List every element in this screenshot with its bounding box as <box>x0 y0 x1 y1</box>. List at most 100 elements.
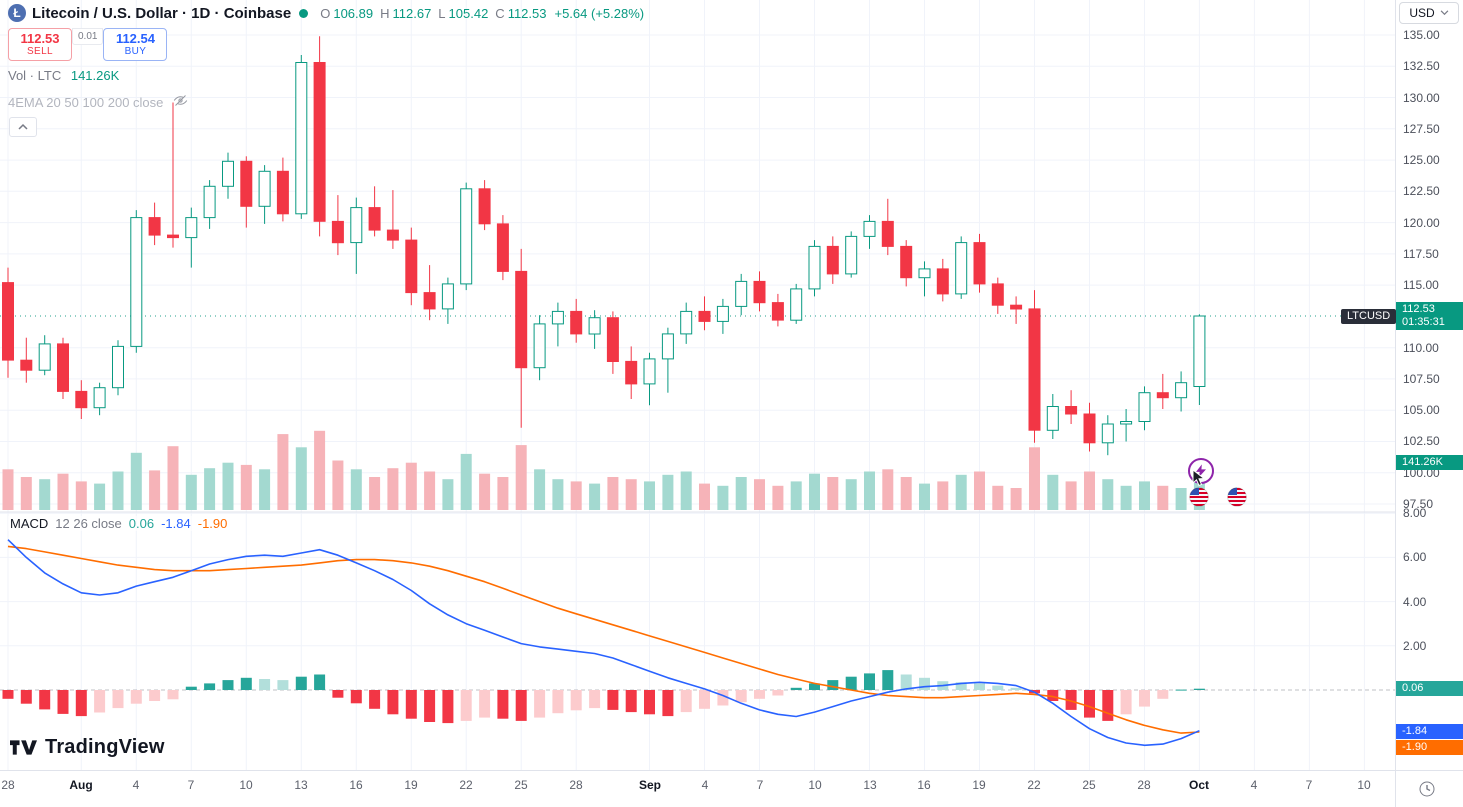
buy-price: 112.54 <box>115 31 155 46</box>
change-value: +5.64 (+5.28%) <box>554 5 645 21</box>
time-axis-label: 16 <box>917 778 931 792</box>
price-tick-label: 117.50 <box>1403 247 1439 261</box>
time-axis-label: Sep <box>638 778 662 792</box>
macd-signal-value: -1.90 <box>197 516 228 531</box>
symbol-tag: LTCUSD <box>1341 309 1397 324</box>
macd-hist-badge: 0.06 <box>1396 681 1463 696</box>
macd-signal-line <box>7 545 1200 734</box>
time-axis-label: 10 <box>239 778 253 792</box>
price-tick-label: 122.50 <box>1403 184 1440 198</box>
time-axis-label: 22 <box>1027 778 1041 792</box>
tradingview-logo-text: TradingView <box>45 736 165 758</box>
time-axis-label: 19 <box>972 778 986 792</box>
price-tick-label: 110.00 <box>1403 341 1439 355</box>
volume-bars <box>2 430 1205 510</box>
time-axis[interactable]: 28 Aug 4 7 10 13 16 19 22 25 28 Sep 4 7 10 13 16 19 22 25 28… <box>0 770 1463 807</box>
time-axis-label: 7 <box>187 778 195 792</box>
time-axis-label: 10 <box>808 778 822 792</box>
macd-tick-label: 2.00 <box>1403 639 1427 653</box>
open-label: O <box>320 5 331 21</box>
time-axis-label: 25 <box>1082 778 1096 792</box>
price-tick-label: 120.00 <box>1403 216 1440 230</box>
time-axis-label: 16 <box>349 778 363 792</box>
macd-line-value: -1.84 <box>161 516 191 531</box>
spread-value: 0.01 <box>72 28 104 45</box>
macd-histogram <box>2 670 1205 724</box>
price-tick-label: 115.00 <box>1403 278 1439 292</box>
macd-legend[interactable]: MACD 12 26 close 0.06 -1.84 -1.90 <box>8 516 230 531</box>
us-flag-sticker[interactable] <box>1189 487 1209 507</box>
time-axis-label: 25 <box>514 778 528 792</box>
time-axis-label: 22 <box>459 778 473 792</box>
open-value: 106.89 <box>333 5 374 21</box>
chevron-down-icon <box>1440 10 1449 16</box>
price-tick-label: 125.00 <box>1403 153 1440 167</box>
time-axis-label: Oct <box>1188 778 1210 792</box>
time-axis-label: 4 <box>701 778 709 792</box>
volume-value: 141.26K <box>70 68 120 83</box>
price-tick-label: 130.00 <box>1403 91 1440 105</box>
macd-tick-label: 8.00 <box>1403 506 1427 520</box>
time-axis-label: 28 <box>569 778 583 792</box>
volume-legend[interactable]: Vol · LTC 141.26K <box>8 68 119 83</box>
collapse-pane-button[interactable] <box>9 117 37 137</box>
time-axis-label: Aug <box>69 778 93 792</box>
high-value: 112.67 <box>392 5 432 21</box>
sell-price: 112.53 <box>20 31 60 46</box>
sell-label: SELL <box>26 46 54 57</box>
clock-icon[interactable] <box>1416 778 1438 800</box>
time-axis-label: 19 <box>404 778 418 792</box>
price-tick-label: 97.50 <box>1403 497 1434 511</box>
litecoin-logo-icon: Ł <box>8 4 26 22</box>
us-flag-sticker[interactable] <box>1227 487 1247 507</box>
price-axis[interactable]: USD 112.53 01:35:31 141.26K 0.06 -1.84 -… <box>1395 0 1463 770</box>
low-label: L <box>438 5 446 21</box>
lightning-icon <box>1196 464 1206 478</box>
bar-countdown: 01:35:31 <box>1402 316 1445 328</box>
trade-widget: 112.53 SELL 0.01 112.54 BUY <box>8 28 168 61</box>
time-axis-label: 28 <box>1137 778 1151 792</box>
tradingview-logo-icon <box>10 740 37 755</box>
currency-dropdown[interactable]: USD <box>1399 2 1459 24</box>
close-label: C <box>495 5 505 21</box>
macd-tick-label: 6.00 <box>1403 550 1427 564</box>
time-axis-label: 4 <box>132 778 140 792</box>
last-price-badge: 112.53 01:35:31 <box>1396 302 1463 330</box>
symbol-title[interactable]: Litecoin / U.S. Dollar · 1D · Coinbase <box>32 4 292 22</box>
high-label: H <box>380 5 390 21</box>
price-tick-label: 107.50 <box>1403 372 1440 386</box>
volume-axis-badge: 141.26K <box>1396 455 1463 470</box>
currency-value: USD <box>1409 6 1435 20</box>
macd-signal-badge: -1.90 <box>1396 740 1463 755</box>
buy-button[interactable]: 112.54 BUY <box>103 28 168 61</box>
price-tick-label: 132.50 <box>1403 59 1440 73</box>
time-axis-label: 13 <box>863 778 877 792</box>
sell-button[interactable]: 112.53 SELL <box>8 28 72 61</box>
time-axis-label: 28 <box>1 778 15 792</box>
macd-line-badge: -1.84 <box>1396 724 1463 739</box>
last-price-value: 112.53 <box>1402 303 1435 315</box>
time-axis-label: 13 <box>294 778 308 792</box>
ohlc-readout: O 106.89 H 112.67 L 105.42 C 112.53 +5.64 (+… <box>316 6 644 21</box>
low-value: 105.42 <box>448 5 489 21</box>
price-tick-label: 127.50 <box>1403 122 1440 136</box>
tradingview-logo[interactable]: TradingView <box>10 736 165 759</box>
price-tick-label: 102.50 <box>1403 434 1440 448</box>
axis-corner-divider <box>1395 771 1396 807</box>
macd-params: 12 26 close <box>55 516 122 531</box>
macd-name: MACD <box>10 516 49 531</box>
lightning-sticker[interactable] <box>1188 458 1214 484</box>
ema-indicator-label: 4EMA 20 50 100 200 close <box>8 94 164 110</box>
time-axis-label: 10 <box>1357 778 1371 792</box>
macd-hist-value: 0.06 <box>128 516 155 531</box>
time-axis-label: 7 <box>756 778 764 792</box>
symbol-legend[interactable]: Ł Litecoin / U.S. Dollar · 1D · Coinbase… <box>8 4 644 22</box>
close-value: 112.53 <box>507 5 547 21</box>
ema-indicator-legend[interactable]: 4EMA 20 50 100 200 close <box>8 93 189 111</box>
price-tick-label: 105.00 <box>1403 403 1440 417</box>
eye-slash-icon[interactable] <box>172 93 189 111</box>
macd-line <box>7 539 1200 747</box>
buy-label: BUY <box>124 46 147 57</box>
price-chart-canvas[interactable] <box>0 0 1395 770</box>
